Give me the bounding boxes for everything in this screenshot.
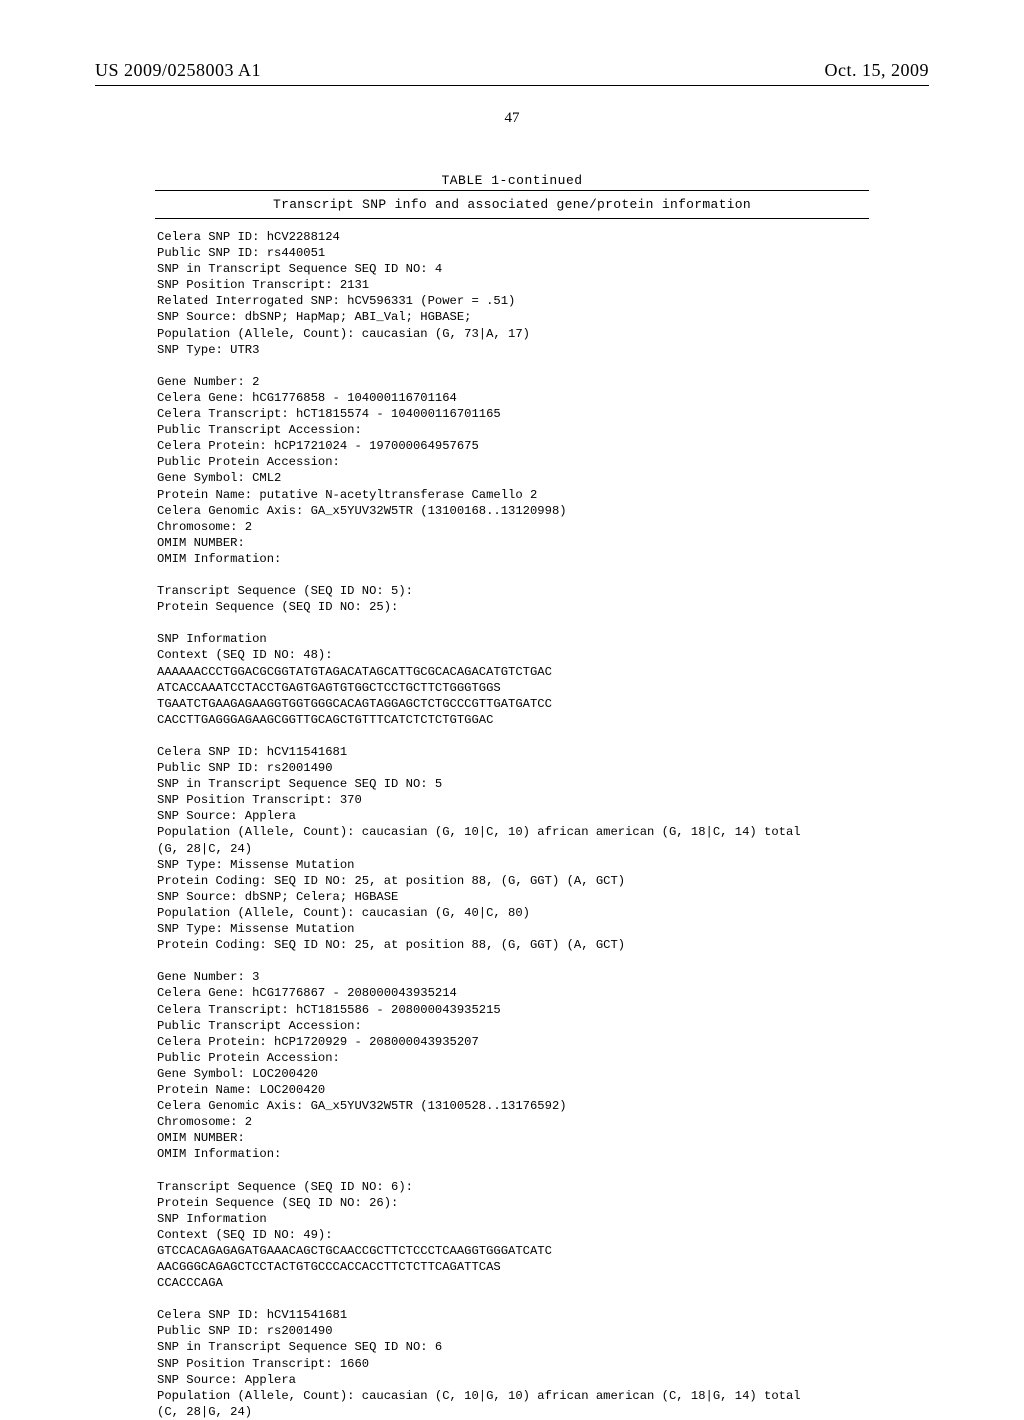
- table-rule-mid: [155, 218, 869, 219]
- publication-date: Oct. 15, 2009: [825, 60, 930, 81]
- table-caption: Transcript SNP info and associated gene/…: [95, 197, 929, 212]
- table-body-text: Celera SNP ID: hCV2288124 Public SNP ID:…: [157, 229, 867, 1420]
- page: US 2009/0258003 A1 Oct. 15, 2009 47 TABL…: [0, 0, 1024, 1320]
- publication-number: US 2009/0258003 A1: [95, 60, 261, 81]
- page-header: US 2009/0258003 A1 Oct. 15, 2009: [95, 60, 929, 81]
- page-number: 47: [95, 110, 929, 127]
- table-rule-top: [155, 190, 869, 191]
- header-rule: [95, 85, 929, 86]
- table-label: TABLE 1-continued: [95, 173, 929, 188]
